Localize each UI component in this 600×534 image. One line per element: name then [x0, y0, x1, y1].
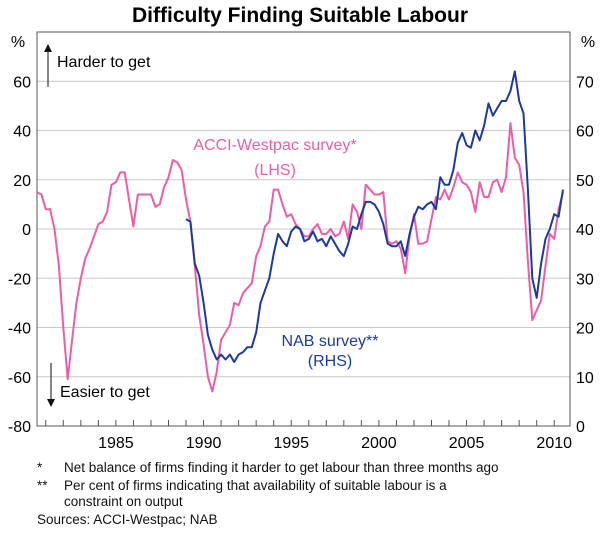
sources-text: Sources: ACCI-Westpac; NAB	[37, 512, 218, 527]
up-arrowhead-icon	[44, 44, 52, 52]
left-tick-label: 20	[13, 173, 31, 190]
x-tick-label: 2000	[361, 435, 397, 452]
right-tick-label: 70	[576, 74, 594, 91]
right-tick-label: 30	[576, 271, 594, 288]
x-tick-label: 1985	[98, 435, 134, 452]
footnote-text: Net balance of firms finding it harder t…	[64, 460, 499, 475]
right-tick-label: 60	[576, 124, 594, 141]
easier-annotation: Easier to get	[60, 384, 150, 401]
acci-axis-label: (LHS)	[254, 162, 296, 179]
right-axis-unit: %	[581, 34, 595, 51]
footnote-mark: **	[37, 478, 48, 493]
x-tick-label: 2010	[536, 435, 572, 452]
left-tick-label: -60	[8, 370, 31, 387]
acci-series-label: ACCI-Westpac survey*	[193, 137, 356, 154]
left-axis-unit: %	[11, 34, 25, 51]
footnote-mark: *	[37, 460, 43, 475]
chart-title: Difficulty Finding Suitable Labour	[132, 4, 468, 27]
footnote-text: Per cent of firms indicating that availa…	[64, 478, 447, 493]
right-tick-label: 50	[576, 173, 594, 190]
right-tick-label: 40	[576, 222, 594, 239]
left-tick-label: 0	[22, 222, 31, 239]
nab-line	[185, 70, 564, 363]
x-tick-label: 1990	[186, 435, 222, 452]
left-tick-label: -80	[8, 419, 31, 436]
harder-annotation: Harder to get	[57, 54, 151, 71]
nab-series-label: NAB survey**	[282, 333, 379, 350]
left-tick-label: -40	[8, 321, 31, 338]
right-tick-label: 10	[576, 370, 594, 387]
x-tick-label: 2005	[449, 435, 485, 452]
left-tick-label: 40	[13, 124, 31, 141]
right-tick-label: 20	[576, 321, 594, 338]
plot-frame	[36, 31, 571, 427]
footnote-text: constraint on output	[64, 494, 183, 509]
left-tick-label: 60	[13, 74, 31, 91]
sources: Sources: ACCI-Westpac; NAB	[37, 512, 218, 528]
down-arrowhead-icon	[47, 399, 55, 407]
x-tick-label: 1995	[273, 435, 309, 452]
right-tick-label: 0	[576, 419, 585, 436]
nab-axis-label: (RHS)	[308, 353, 352, 370]
left-tick-label: -20	[8, 271, 31, 288]
chart: Difficulty Finding Suitable Labour -80 -6…	[8, 4, 595, 452]
acci-westpac-line	[36, 122, 564, 393]
